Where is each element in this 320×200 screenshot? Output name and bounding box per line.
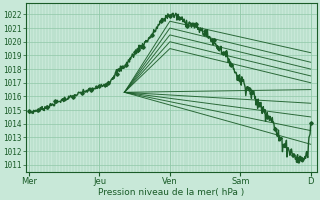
- X-axis label: Pression niveau de la mer( hPa ): Pression niveau de la mer( hPa ): [98, 188, 244, 197]
